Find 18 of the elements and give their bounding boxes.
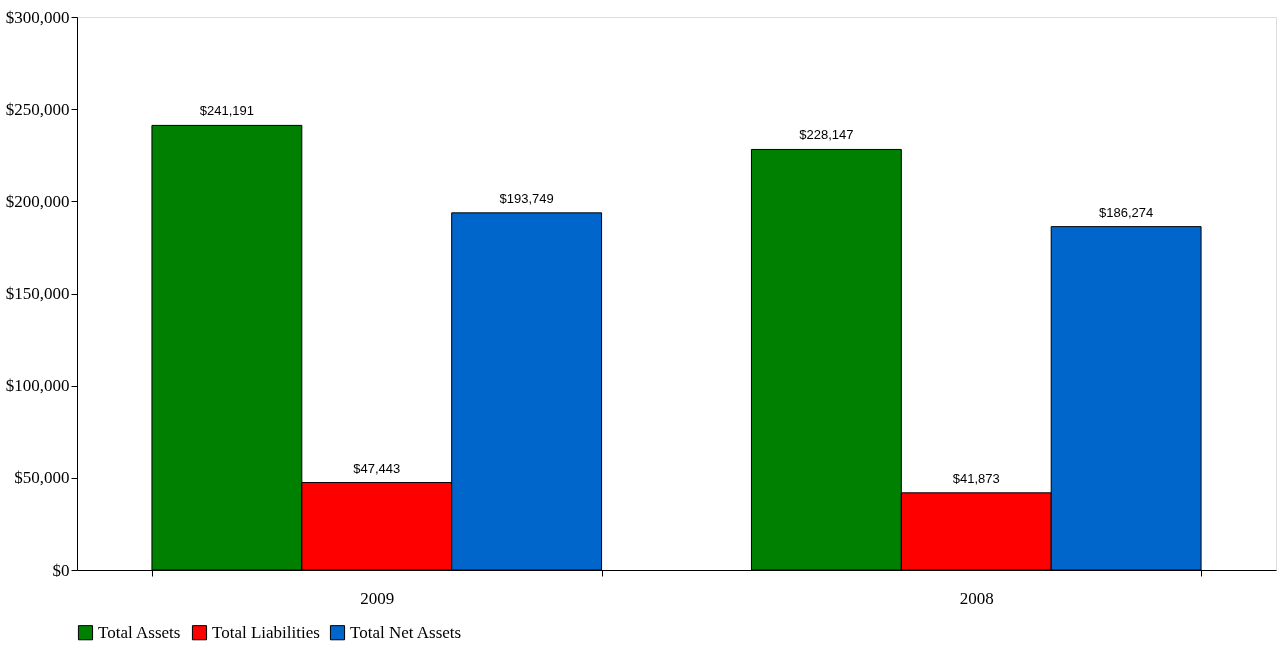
legend-label: Total Net Assets <box>350 622 462 642</box>
y-tick-label: $200,000 <box>5 191 70 211</box>
y-tick-label: $250,000 <box>5 99 70 119</box>
y-tick-label: $50,000 <box>14 468 70 488</box>
y-tick-label: $150,000 <box>5 284 70 303</box>
x-tick-label: 2008 <box>959 588 994 608</box>
legend-label: Total Liabilities <box>212 622 320 642</box>
data-label: $241,191 <box>199 103 254 119</box>
data-label: $186,274 <box>1099 204 1154 220</box>
y-tick-label: $300,000 <box>5 7 70 27</box>
data-label: $47,443 <box>353 460 401 476</box>
data-label: $193,749 <box>499 190 554 206</box>
legend-label: Total Assets <box>98 622 181 642</box>
y-tick-label: $0 <box>52 560 70 580</box>
x-tick-label: 2009 <box>360 588 395 608</box>
y-tick-label: $100,000 <box>5 376 70 396</box>
data-label: $228,147 <box>799 127 854 143</box>
data-label: $41,873 <box>952 470 1000 486</box>
